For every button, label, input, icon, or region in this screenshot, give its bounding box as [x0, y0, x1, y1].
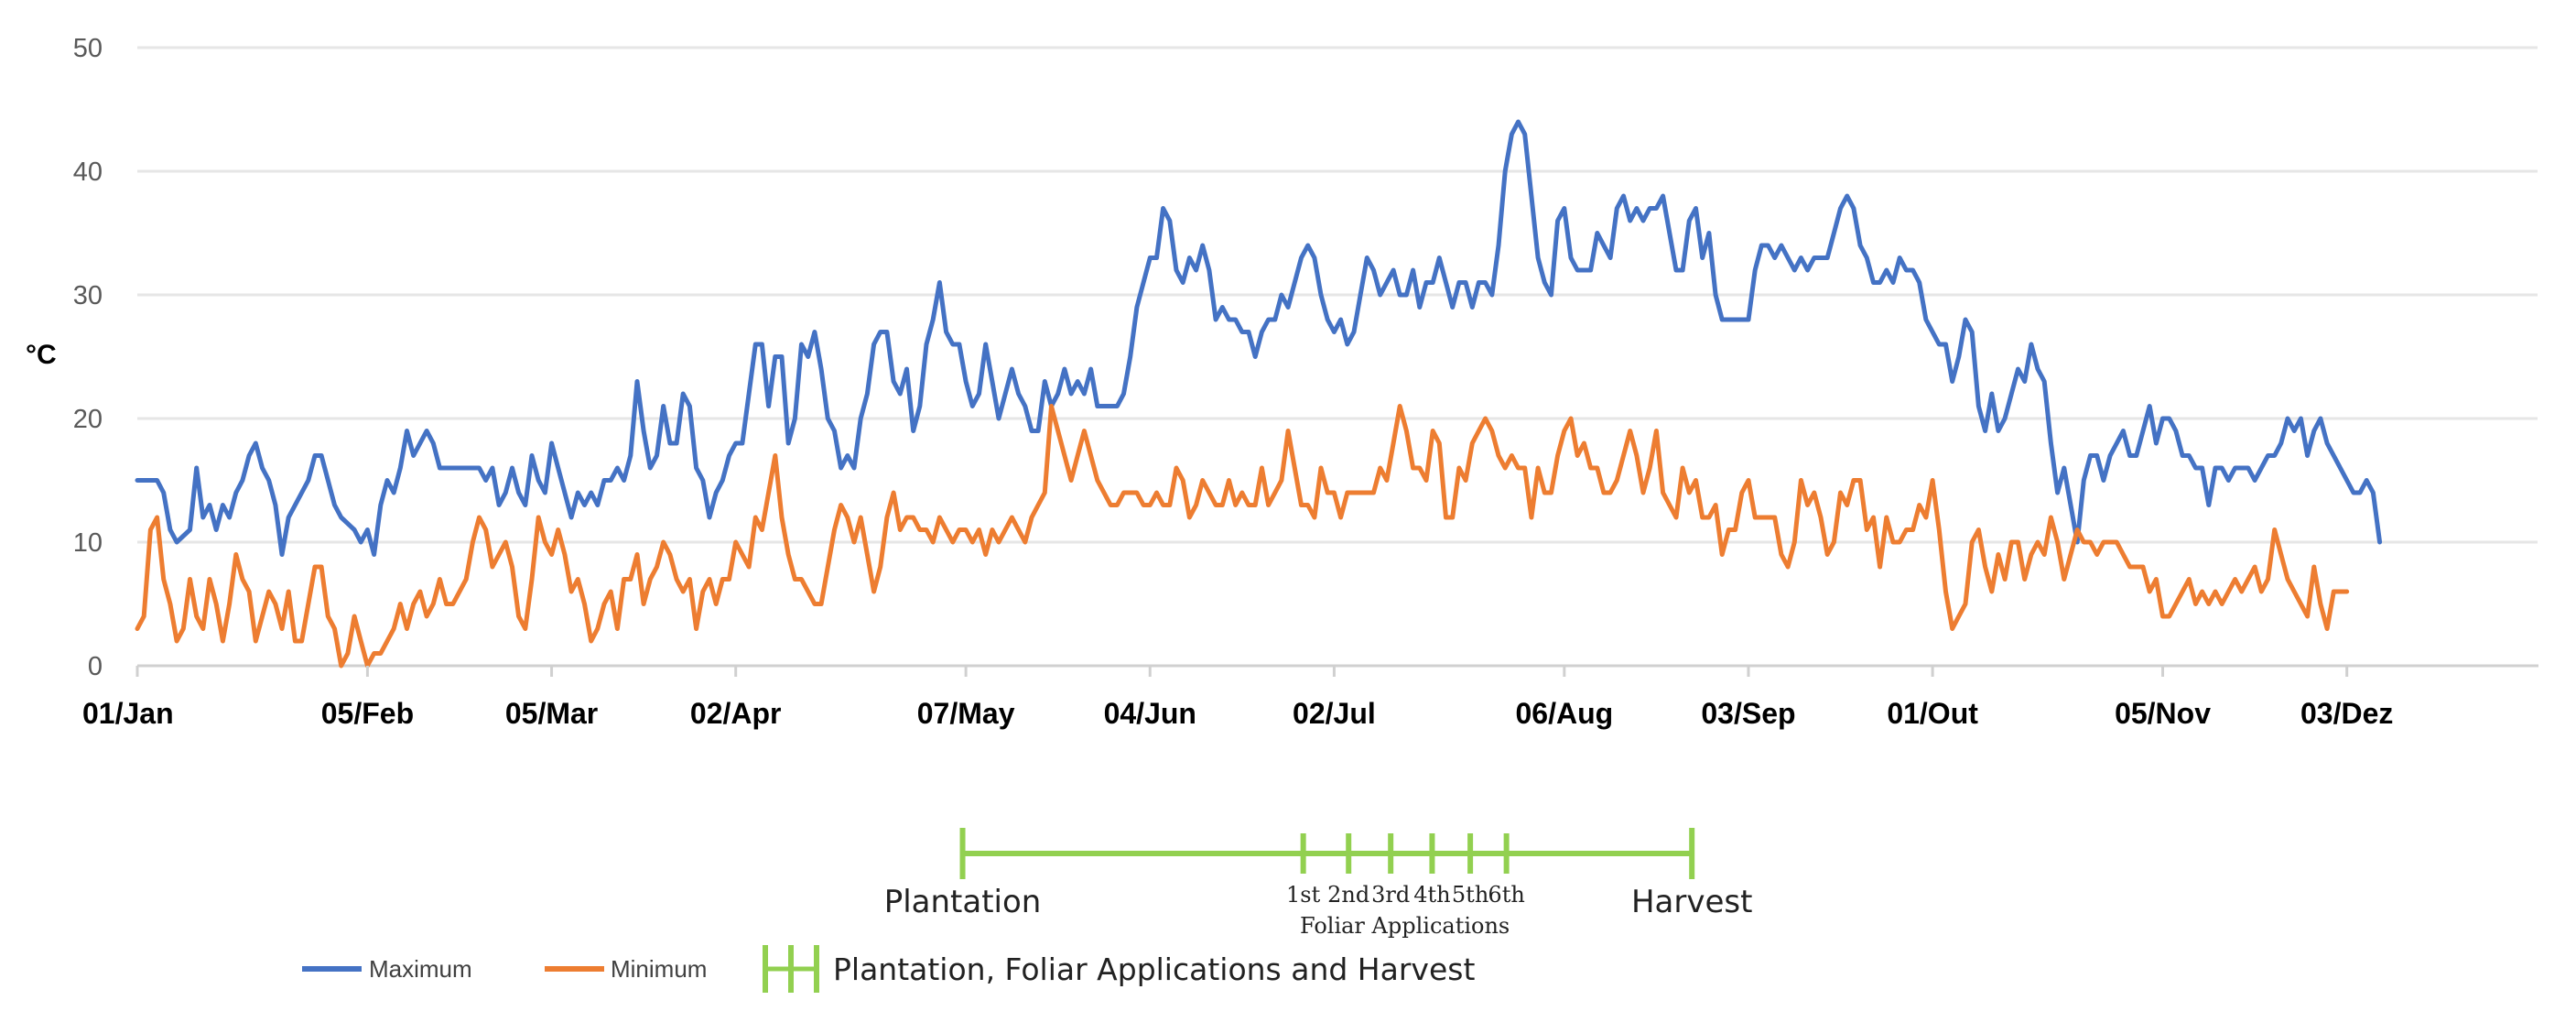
timeline-label: 4th — [1413, 882, 1450, 908]
x-tick-label: 02/Jul — [1293, 697, 1376, 730]
x-tick-label: 06/Aug — [1515, 697, 1613, 730]
y-tick-label: 50 — [73, 34, 103, 63]
y-axis-label: °C — [26, 340, 57, 370]
y-tick-label: 40 — [73, 158, 103, 187]
timeline-label: 1st — [1286, 882, 1321, 908]
y-tick-label: 10 — [73, 528, 103, 558]
y-tick-label: 20 — [73, 405, 103, 434]
timeline-label: 2nd — [1327, 882, 1369, 908]
timeline-caption: Foliar Applications — [1300, 913, 1510, 939]
x-tick-label: 05/Nov — [2115, 697, 2211, 730]
x-tick-label: 03/Sep — [1701, 697, 1795, 730]
legend: Maximum Minimum Plantation, Foliar Applica… — [302, 945, 1475, 993]
legend-label-maximum: Maximum — [369, 955, 472, 983]
crop-timeline: Plantation 1st 2nd 3rd 4th 5th 6th Harvest Folia… — [884, 828, 1752, 939]
series-line-minimum — [135, 404, 2350, 669]
series-line-maximum — [135, 119, 2383, 557]
timeline-label: Plantation — [884, 884, 1042, 920]
x-tick-label: 01/Out — [1887, 697, 1978, 730]
y-tick-label: 0 — [88, 652, 103, 681]
y-axis-ticks: 0 10 20 30 40 50 — [73, 34, 103, 681]
x-axis-ticks: 01/Jan 05/Feb 05/Mar 02/Apr 07/May 04/Jun 02/J… — [82, 666, 2393, 730]
x-tick-label: 02/Apr — [690, 697, 782, 730]
x-tick-label: 05/Mar — [505, 697, 598, 730]
gridlines — [137, 46, 2538, 544]
x-tick-label: 05/Feb — [321, 697, 414, 730]
legend-label-minimum: Minimum — [611, 955, 707, 983]
y-tick-label: 30 — [73, 281, 103, 310]
timeline-label: 6th — [1488, 882, 1524, 908]
timeline-label: Harvest — [1631, 884, 1752, 920]
legend-label-timeline: Plantation, Foliar Applications and Harv… — [833, 951, 1475, 987]
timeline-label: 5th — [1452, 882, 1488, 908]
x-tick-label: 04/Jun — [1104, 697, 1196, 730]
x-tick-label: 01/Jan — [82, 697, 174, 730]
x-tick-label: 03/Dez — [2300, 697, 2393, 730]
series-lines — [135, 119, 2383, 669]
x-tick-label: 07/May — [917, 697, 1015, 730]
timeline-label: 3rd — [1371, 882, 1410, 908]
